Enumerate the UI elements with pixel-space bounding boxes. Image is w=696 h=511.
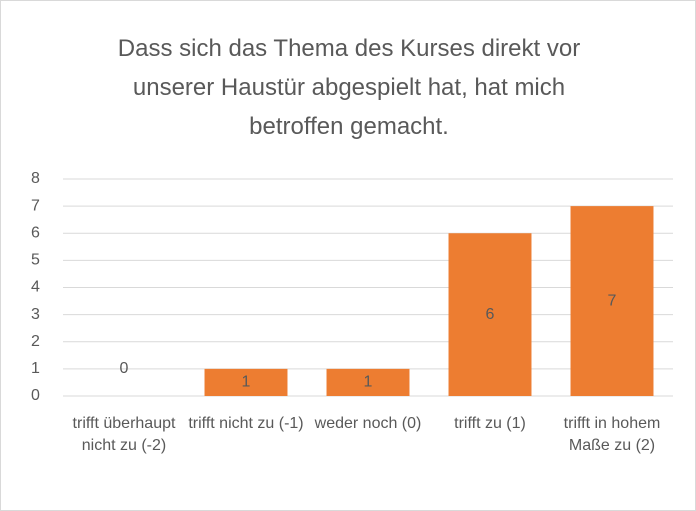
y-tick-label: 7 <box>31 197 40 214</box>
bar <box>326 368 410 396</box>
data-label: 0 <box>120 360 129 377</box>
y-tick-label: 0 <box>31 387 40 404</box>
x-tick-label: weder noch (0) <box>314 415 422 432</box>
chart-title: Dass sich das Thema des Kurses direkt vo… <box>117 35 581 140</box>
data-label: 1 <box>242 374 251 391</box>
y-tick-label: 3 <box>31 306 40 323</box>
data-label: 7 <box>608 292 617 309</box>
y-tick-label: 5 <box>31 252 40 269</box>
x-tick-label: trifft nicht zu (-1) <box>188 415 304 432</box>
bar <box>570 206 654 396</box>
bar <box>204 368 288 396</box>
data-label: 1 <box>364 374 373 391</box>
y-tick-label: 4 <box>31 279 40 296</box>
x-tick-label: trifft überhaupt nicht zu (-2) <box>72 415 176 454</box>
x-tick-label: trifft in hohem Maße zu (2) <box>563 415 661 454</box>
y-tick-label: 8 <box>31 170 40 187</box>
y-tick-label: 1 <box>31 360 40 377</box>
x-tick-label: trifft zu (1) <box>454 415 526 432</box>
y-tick-label: 6 <box>31 224 40 241</box>
bar <box>448 233 532 396</box>
data-label: 6 <box>486 306 495 323</box>
y-tick-label: 2 <box>31 333 40 350</box>
